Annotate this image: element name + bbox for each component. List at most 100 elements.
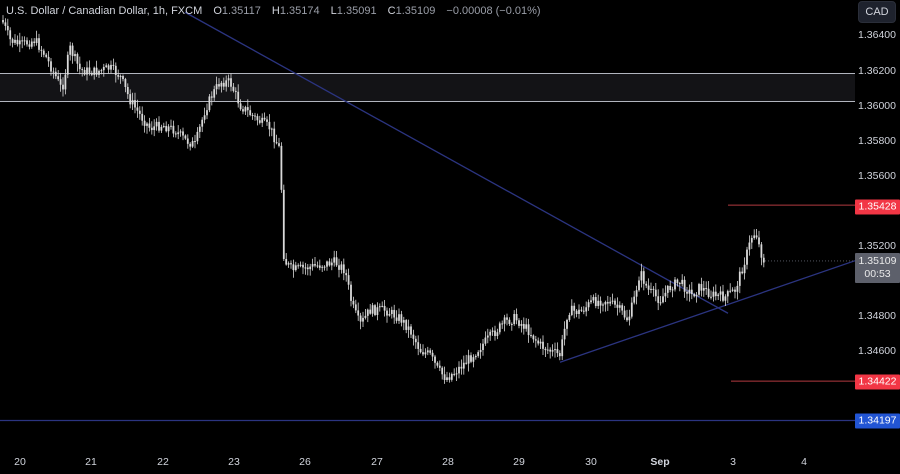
candle-body: [57, 76, 60, 80]
candle-body: [393, 309, 396, 318]
chart-pane[interactable]: [0, 0, 855, 452]
candle-body: [621, 305, 624, 311]
candle-body: [11, 39, 14, 43]
candle-body: [563, 328, 566, 340]
time-label: 26: [299, 456, 311, 468]
candle-body: [503, 317, 506, 324]
candle-body: [453, 373, 456, 375]
candle-body: [28, 44, 31, 47]
major-support-price-tag: 1.34197: [855, 413, 900, 429]
high-value: 1.35174: [279, 5, 320, 17]
candle-body: [150, 127, 153, 131]
time-label: 3: [730, 456, 736, 468]
open-value: 1.35117: [221, 5, 261, 17]
candle-body: [592, 297, 595, 301]
candle-body: [30, 41, 33, 47]
candle-body: [662, 296, 664, 303]
candle-body: [702, 288, 705, 291]
candle-body: [246, 107, 249, 111]
candle-body: [345, 273, 348, 276]
candle-body: [16, 39, 19, 45]
candle-body: [750, 237, 753, 243]
candle-body: [508, 319, 511, 324]
candle-body: [441, 367, 444, 375]
candle-body: [539, 341, 542, 344]
candle-body: [261, 117, 264, 123]
price-tick: 1.35200: [858, 240, 896, 252]
candle-body: [160, 126, 163, 131]
high-key: H: [271, 5, 280, 17]
candle-body: [549, 349, 552, 352]
candle-body: [297, 265, 300, 267]
candle-body: [74, 54, 76, 57]
candle-body: [489, 331, 492, 336]
candle-body: [618, 305, 621, 308]
candle-body: [604, 301, 607, 305]
candle-body: [124, 79, 127, 88]
candle-body: [390, 309, 393, 315]
price-tick: 1.36400: [858, 29, 896, 41]
candle-body: [47, 56, 50, 62]
candle-body: [518, 320, 520, 326]
price-scale[interactable]: 1.36400 1.36200 1.36000 1.35800 1.35600 …: [855, 0, 900, 474]
candle-body: [369, 309, 372, 314]
candle-body: [352, 300, 355, 305]
low-key: L: [330, 5, 337, 17]
candle-body: [330, 262, 333, 266]
candle-body: [167, 126, 170, 132]
candlestick-plot[interactable]: [0, 0, 855, 452]
candle-body: [410, 326, 412, 335]
candle-body: [640, 271, 643, 281]
candle-body: [38, 38, 40, 50]
candle-body: [42, 50, 45, 55]
candle-body: [59, 79, 62, 85]
candle-body: [263, 117, 266, 120]
support-price-tag: 1.34422: [855, 374, 900, 390]
candle-body: [256, 116, 259, 121]
candle-body: [681, 279, 684, 285]
time-label: 28: [442, 456, 454, 468]
candle-body: [506, 317, 508, 320]
candle-body: [414, 338, 417, 343]
candle-body: [285, 258, 288, 265]
price-tick: 1.34600: [858, 345, 896, 357]
candle-body: [208, 96, 211, 111]
candle-body: [628, 316, 631, 321]
candle-body: [282, 189, 285, 259]
candle-body: [664, 292, 667, 297]
candle-body: [172, 125, 175, 134]
candle-body: [717, 294, 720, 297]
candle-body: [501, 323, 504, 325]
candle-body: [146, 123, 148, 126]
candle-body: [424, 352, 427, 355]
candle-body: [748, 242, 751, 250]
price-change: −0.00008 (−0.01%): [446, 5, 541, 17]
candle-body: [760, 244, 763, 258]
currency-button[interactable]: CAD: [858, 1, 896, 23]
candle-body: [486, 335, 489, 338]
candle-body: [448, 377, 451, 380]
candle-body: [614, 300, 616, 305]
candle-body: [496, 332, 499, 337]
time-scale[interactable]: 20 21 22 23 26 27 28 29 30 Sep 3 4: [0, 452, 855, 474]
candle-body: [724, 296, 727, 301]
candle-body: [623, 310, 626, 318]
candle-body: [671, 289, 674, 291]
symbol-legend: U.S. Dollar / Canadian Dollar, 1h, FXCM …: [6, 5, 541, 17]
time-label: 29: [513, 456, 525, 468]
candle-body: [251, 114, 254, 116]
candle-body: [71, 45, 74, 57]
candle-body: [426, 350, 429, 353]
candle-body: [657, 296, 660, 303]
candle-body: [700, 284, 703, 291]
candle-body: [270, 128, 273, 130]
price-tick: 1.36000: [858, 100, 896, 112]
candle-body: [9, 30, 12, 40]
candle-body: [537, 340, 540, 344]
candle-body: [292, 264, 295, 271]
current-price-tag: 1.35109 00:53: [855, 253, 900, 283]
candle-body: [546, 349, 549, 351]
candle-body: [582, 310, 585, 312]
candle-body: [155, 121, 158, 127]
candle-body: [93, 67, 96, 75]
